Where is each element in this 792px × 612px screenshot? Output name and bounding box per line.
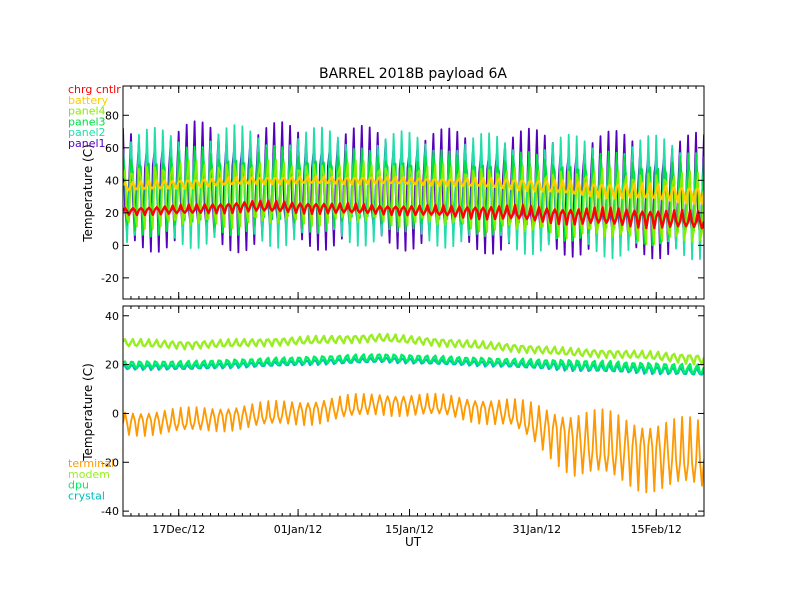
x-tick-label: 01Jan/12 — [274, 523, 323, 536]
x-tick-label: 15Feb/12 — [631, 523, 682, 536]
y-tick-label: 0 — [112, 407, 119, 420]
y-tick-label: 20 — [105, 207, 119, 220]
y-tick-label: 40 — [105, 174, 119, 187]
top-axes-frame — [122, 85, 705, 300]
top-panel: -20 0 20 40 60 80 Temperature (C) chrg cntlrb… — [68, 83, 705, 300]
legend-entry-modem: modem — [68, 468, 110, 481]
y-tick-label: 60 — [105, 142, 119, 155]
series-line-battery — [123, 175, 704, 205]
y-tick-label: -20 — [101, 272, 119, 285]
bottom-series-group — [123, 332, 704, 494]
x-tick-label: 31Jan/12 — [513, 523, 562, 536]
top-legend: chrg cntlrbatterypanel4panel3panel2panel… — [68, 83, 121, 150]
legend-entry-panel4: panel4 — [68, 105, 106, 118]
series-line-dpu — [123, 353, 704, 375]
bottom-y-axis-label: Temperature (C) — [81, 363, 95, 462]
legend-entry-crystal: crystal — [68, 489, 105, 502]
x-tick-label: 17Dec/12 — [152, 523, 205, 536]
top-y-ticks: -20 0 20 40 60 80 — [101, 109, 704, 285]
legend-entry-panel2: panel2 — [68, 126, 106, 139]
y-tick-label: -20 — [101, 456, 119, 469]
bottom-y-ticks: -40 -20 0 20 40 — [101, 310, 704, 518]
series-line-terminal — [123, 392, 704, 494]
legend-entry-terminal: terminal — [68, 457, 114, 470]
bottom-axes-frame — [122, 305, 705, 517]
top-y-axis-label: Temperature (C) — [81, 144, 95, 243]
x-tick-label: 15Jan/12 — [385, 523, 434, 536]
top-x-ticks — [130, 86, 697, 299]
y-tick-label: -40 — [101, 505, 119, 518]
top-series-group — [123, 120, 704, 261]
legend-entry-dpu: dpu — [68, 479, 89, 492]
legend-entry-panel3: panel3 — [68, 115, 106, 128]
legend-entry-battery: battery — [68, 94, 109, 107]
x-axis-label: UT — [405, 535, 422, 549]
series-line-chrg-cntlr — [123, 199, 704, 230]
bottom-x-ticks: 17Dec/12 01Jan/12 15Jan/12 31Jan/12 15Feb/12 — [130, 306, 697, 536]
legend-entry-panel1: panel1 — [68, 137, 106, 150]
chart-title: BARREL 2018B payload 6A — [319, 66, 507, 82]
y-tick-label: 80 — [105, 109, 119, 122]
legend-entry-chrg-cntlr: chrg cntlr — [68, 83, 121, 96]
y-tick-label: 40 — [105, 310, 119, 323]
series-line-modem — [123, 332, 704, 366]
y-tick-label: 0 — [112, 239, 119, 252]
y-tick-label: 20 — [105, 359, 119, 372]
bottom-panel: -40 -20 0 20 40 17Dec/12 01Jan/12 15Jan/12 31Ja… — [68, 305, 705, 549]
